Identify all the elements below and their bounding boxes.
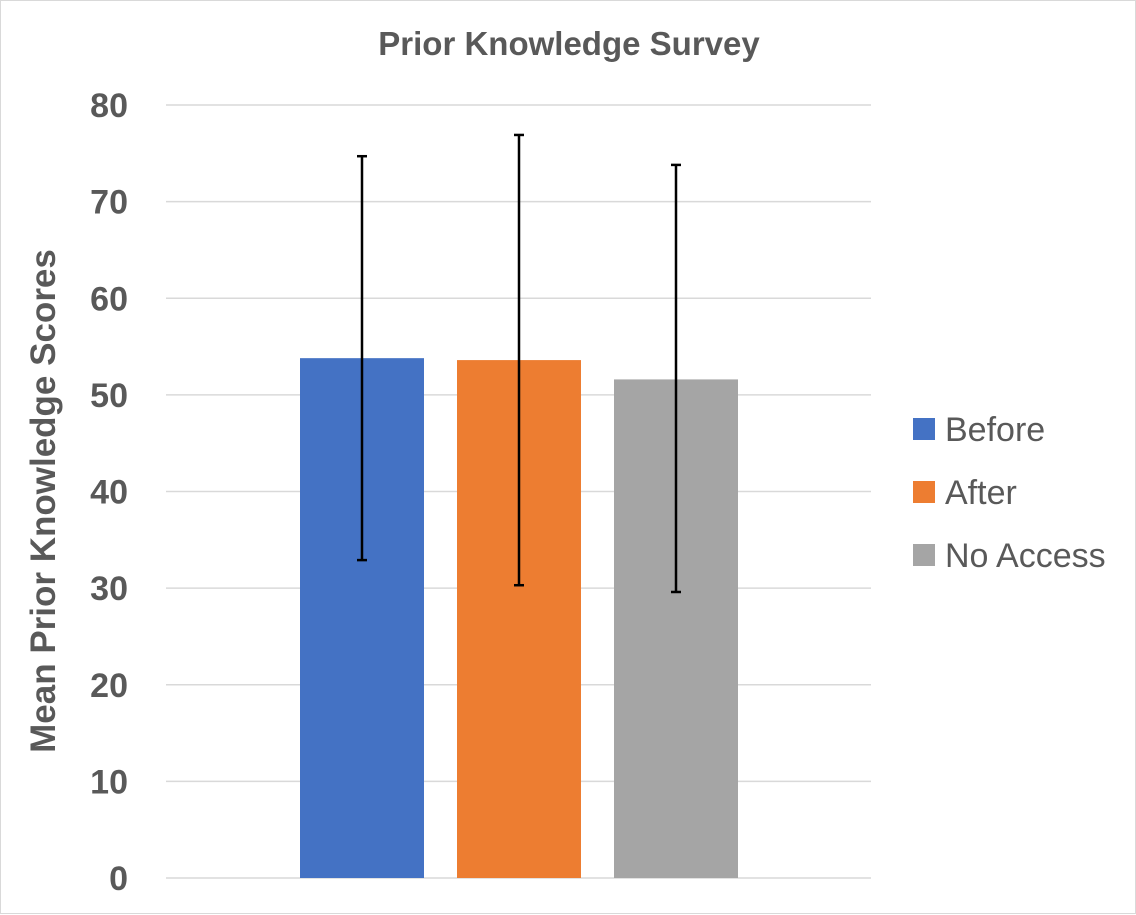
legend-swatch-before bbox=[913, 418, 935, 440]
legend: Before After No Access bbox=[913, 411, 1106, 575]
chart-title: Prior Knowledge Survey bbox=[378, 25, 760, 62]
error-bar-before bbox=[357, 154, 367, 562]
y-tick-label-70: 70 bbox=[90, 184, 128, 222]
legend-swatch-no-access bbox=[913, 544, 935, 566]
y-tick-label-40: 40 bbox=[90, 474, 128, 512]
error-bar-after bbox=[514, 133, 524, 587]
error-bars bbox=[357, 133, 681, 594]
y-tick-label-60: 60 bbox=[90, 280, 128, 318]
y-tick-label-50: 50 bbox=[90, 377, 128, 415]
error-bar-no-access bbox=[671, 163, 681, 594]
y-axis-label: Mean Prior Knowledge Scores bbox=[24, 249, 63, 753]
y-tick-label-10: 10 bbox=[90, 763, 128, 801]
legend-label-after: After bbox=[945, 474, 1017, 512]
y-tick-label-20: 20 bbox=[90, 667, 128, 705]
legend-label-before: Before bbox=[945, 411, 1045, 449]
legend-item-no-access: No Access bbox=[913, 537, 1106, 575]
y-axis-ticks: 0 10 20 30 40 50 60 70 80 bbox=[90, 87, 128, 898]
y-tick-label-80: 80 bbox=[90, 87, 128, 125]
legend-swatch-after bbox=[913, 481, 935, 503]
legend-label-no-access: No Access bbox=[945, 537, 1106, 575]
y-tick-label-0: 0 bbox=[109, 860, 128, 898]
legend-item-before: Before bbox=[913, 411, 1045, 449]
legend-item-after: After bbox=[913, 474, 1017, 512]
y-tick-label-30: 30 bbox=[90, 570, 128, 608]
